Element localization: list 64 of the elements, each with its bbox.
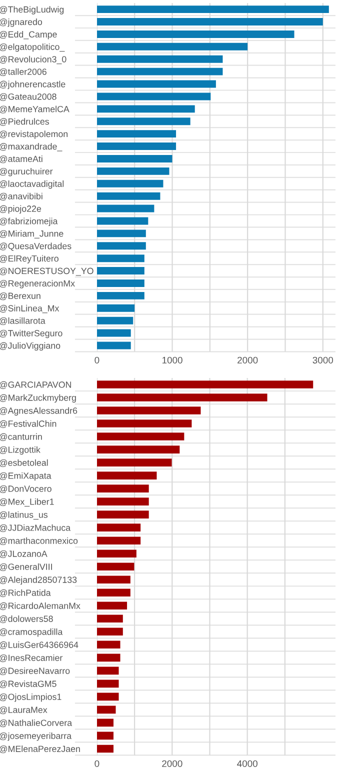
bar — [96, 167, 170, 175]
bar — [96, 562, 134, 571]
bar — [96, 680, 119, 688]
bar — [96, 524, 141, 532]
bar — [96, 316, 134, 324]
x-tick-label: 1000 — [162, 356, 182, 364]
bar — [96, 744, 114, 753]
bar — [96, 329, 131, 337]
bar — [96, 614, 123, 623]
bar — [96, 588, 130, 597]
x-tick-label: 3000 — [312, 356, 334, 364]
bar — [96, 267, 144, 275]
bar — [96, 280, 144, 287]
bar — [96, 446, 180, 454]
bar — [96, 230, 146, 238]
x-tick-label: 2000 — [238, 356, 258, 364]
bar — [96, 130, 176, 138]
bar — [96, 732, 114, 740]
bar — [96, 192, 160, 200]
bar — [96, 432, 184, 440]
bar — [96, 692, 119, 701]
bar — [96, 602, 128, 610]
bar — [96, 420, 192, 428]
bar — [96, 654, 120, 662]
bar — [96, 472, 157, 480]
bar — [96, 576, 130, 584]
bar — [96, 242, 146, 250]
bar — [96, 118, 190, 126]
bar — [96, 42, 248, 50]
bar — [96, 142, 176, 150]
bar — [96, 154, 172, 162]
bar — [96, 406, 201, 414]
bar — [96, 180, 164, 188]
bar — [96, 254, 144, 262]
bar — [96, 706, 116, 714]
bar — [96, 204, 154, 212]
bar — [96, 55, 223, 63]
bar — [96, 217, 148, 225]
x-tick-label: 2000 — [162, 760, 182, 768]
bar — [96, 105, 195, 113]
bar — [96, 18, 323, 26]
bar — [96, 380, 314, 388]
bar — [96, 30, 294, 38]
bar — [96, 342, 131, 350]
bar — [96, 80, 216, 88]
bar — [96, 718, 114, 727]
bar — [96, 498, 149, 506]
bar — [96, 510, 149, 518]
x-tick-label: 0 — [94, 356, 100, 364]
bar — [96, 304, 135, 312]
bar — [96, 550, 136, 558]
bar — [96, 292, 144, 300]
bar — [96, 394, 268, 402]
bar — [96, 92, 211, 100]
bar — [96, 458, 172, 466]
bar — [96, 628, 123, 636]
bar — [96, 6, 329, 14]
bar — [96, 666, 119, 675]
bar — [96, 536, 141, 544]
x-tick-label: 4000 — [237, 760, 258, 768]
bar — [96, 68, 223, 76]
bar — [96, 484, 149, 492]
x-tick-label: 0 — [94, 760, 100, 768]
bar — [96, 640, 120, 649]
